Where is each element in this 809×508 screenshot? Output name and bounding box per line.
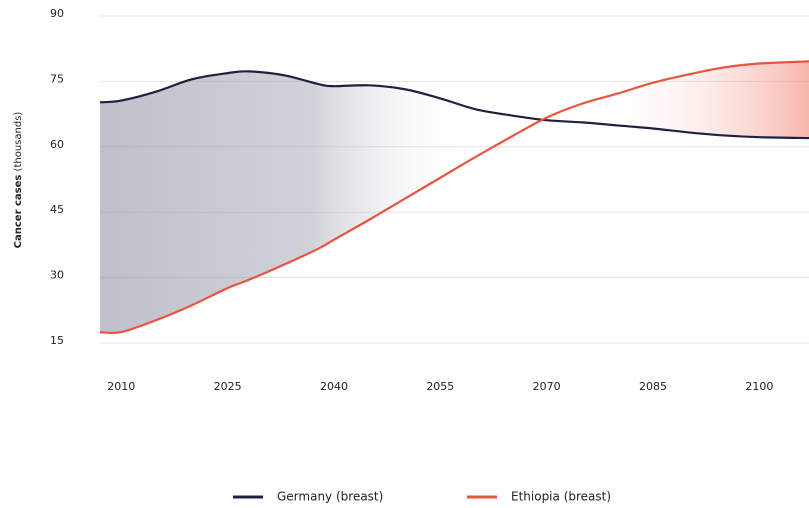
x-tick-label: 2025 [214,380,242,393]
x-tick-label: 2010 [107,380,135,393]
y-tick-label: 45 [50,203,64,216]
y-label-bold: Cancer cases [13,175,24,249]
x-tick-label: 2070 [533,380,561,393]
x-tick-label: 2040 [320,380,348,393]
area-between [100,61,809,334]
legend-label: Germany (breast) [277,490,383,504]
y-tick-label: 90 [50,7,64,20]
y-tick-label: 15 [50,334,64,347]
y-label-rest: (thousands) [13,112,24,172]
line [99,70,809,140]
svg-text:Cancer cases (thousands): Cancer cases (thousands) [13,112,24,249]
legend-label: Ethiopia (breast) [511,490,611,504]
y-tick-label: 60 [50,138,64,151]
y-axis-title: Cancer cases (thousands) [13,112,24,249]
x-tick-label: 2085 [639,380,667,393]
y-tick-label: 30 [50,269,64,282]
y-tick-label: 75 [50,72,64,85]
x-tick-label: 2100 [745,380,773,393]
line [99,60,809,335]
x-tick-label: 2055 [426,380,454,393]
